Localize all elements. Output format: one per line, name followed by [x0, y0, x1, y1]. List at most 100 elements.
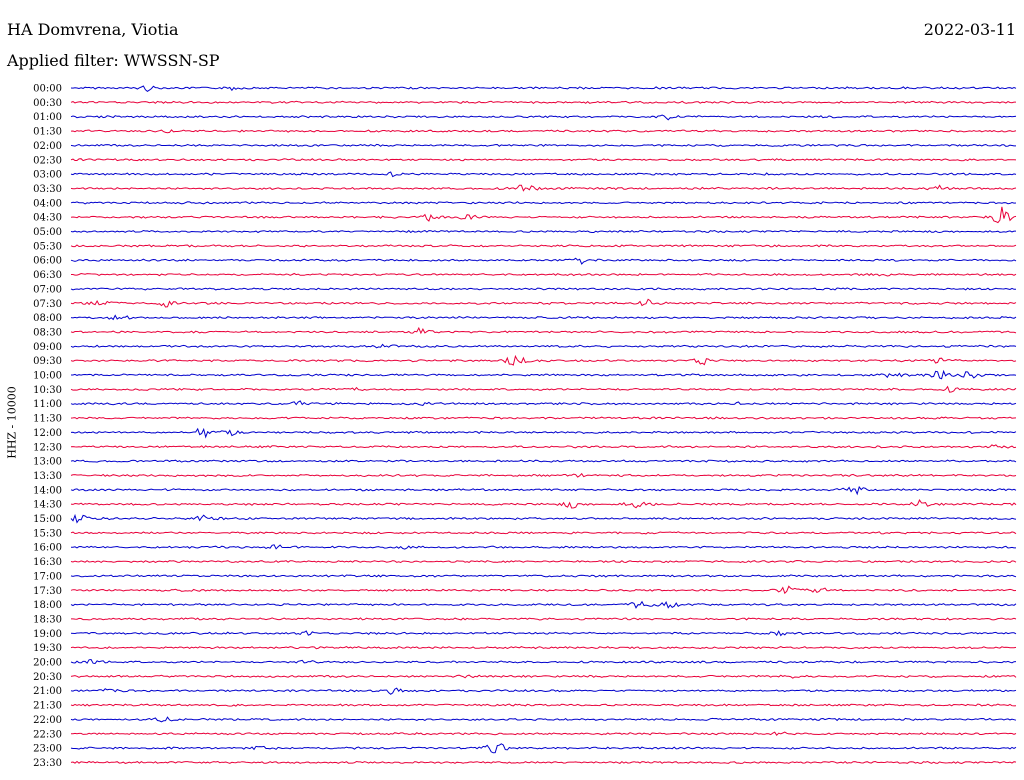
- row-tick-label: 17:00: [33, 571, 62, 582]
- trace-line: [70, 585, 1017, 595]
- trace-line: [70, 444, 1017, 449]
- row-tick-label: 08:30: [33, 327, 62, 338]
- row-tick-label: 15:00: [33, 514, 62, 525]
- trace-line: [70, 687, 1017, 695]
- trace-line: [70, 244, 1017, 248]
- trace-line: [70, 743, 1017, 754]
- trace-line: [70, 229, 1016, 234]
- trace-line: [70, 85, 1017, 93]
- row-tick-label: 23:30: [33, 758, 62, 769]
- row-tick-label: 11:30: [33, 414, 62, 425]
- row-tick-label: 10:00: [33, 371, 62, 382]
- row-tick-label: 07:00: [33, 284, 62, 295]
- row-tick-label: 02:00: [33, 141, 62, 152]
- trace-line: [70, 206, 1017, 224]
- trace-line: [70, 646, 1017, 650]
- trace-line: [70, 574, 1017, 578]
- row-tick-label: 14:30: [33, 500, 62, 511]
- row-tick-label: 04:00: [33, 198, 62, 209]
- trace-line: [70, 472, 1017, 478]
- filter-label: Applied filter: WWSSN-SP: [7, 51, 220, 70]
- trace-line: [70, 129, 1017, 134]
- row-tick-label: 09:00: [33, 342, 62, 353]
- row-tick-label: 00:30: [33, 98, 62, 109]
- row-tick-label: 08:00: [33, 313, 62, 324]
- row-tick-label: 06:00: [33, 256, 62, 267]
- row-tick-label: 15:30: [33, 528, 62, 539]
- row-tick-label: 19:30: [33, 643, 62, 654]
- row-tick-label: 02:30: [33, 155, 62, 166]
- trace-line: [70, 630, 1017, 637]
- trace-line: [70, 600, 1017, 609]
- row-tick-label: 18:30: [33, 614, 62, 625]
- trace-line: [70, 716, 1017, 723]
- trace-line: [70, 498, 1017, 509]
- trace-line: [71, 731, 1017, 736]
- trace-line: [71, 544, 1016, 550]
- row-tick-label: 17:30: [33, 586, 62, 597]
- trace-line: [70, 459, 1017, 463]
- trace-line: [70, 485, 1017, 496]
- row-tick-label: 06:30: [33, 270, 62, 281]
- row-tick-label: 21:30: [33, 701, 62, 712]
- date-label: 2022-03-11: [923, 20, 1016, 39]
- row-tick-label: 01:30: [33, 127, 62, 138]
- trace-line: [70, 416, 1017, 420]
- row-tick-label: 20:00: [33, 658, 62, 669]
- row-tick-label: 03:00: [33, 170, 62, 181]
- trace-line: [70, 760, 1017, 765]
- row-tick-label: 05:00: [33, 227, 62, 238]
- trace-line: [70, 100, 1016, 105]
- row-tick-label: 13:30: [33, 471, 62, 482]
- row-tick-label: 21:00: [33, 686, 62, 697]
- row-tick-label: 10:30: [33, 385, 62, 396]
- trace-line: [70, 400, 1017, 406]
- station-title: HA Domvrena, Viotia: [7, 20, 179, 39]
- row-tick-label: 00:00: [33, 84, 62, 95]
- trace-line: [70, 354, 1017, 366]
- trace-line: [70, 674, 1017, 679]
- trace-line: [71, 272, 1017, 277]
- trace-line: [71, 617, 1017, 621]
- row-tick-label: 03:30: [33, 184, 62, 195]
- trace-line: [70, 531, 1017, 535]
- trace-line: [71, 369, 1017, 380]
- row-tick-label: 04:30: [33, 213, 62, 224]
- trace-line: [70, 287, 1016, 291]
- trace-line: [70, 314, 1017, 321]
- row-tick-label: 07:30: [33, 299, 62, 310]
- trace-line: [70, 559, 1017, 564]
- trace-line: [70, 143, 1016, 148]
- trace-line: [70, 385, 1017, 393]
- trace-line: [70, 427, 1017, 439]
- trace-line: [70, 114, 1017, 121]
- trace-line: [70, 158, 1017, 162]
- trace-line: [70, 171, 1017, 178]
- trace-line: [70, 184, 1017, 192]
- trace-line: [70, 298, 1017, 308]
- trace-line: [70, 201, 1017, 205]
- trace-line: [70, 703, 1017, 707]
- row-tick-label: 19:00: [33, 629, 62, 640]
- trace-line: [70, 326, 1017, 335]
- row-tick-label: 20:30: [33, 672, 62, 683]
- row-tick-label: 22:00: [33, 715, 62, 726]
- row-tick-label: 11:00: [33, 399, 62, 410]
- row-tick-label: 16:30: [33, 557, 62, 568]
- row-tick-label: 01:00: [33, 112, 62, 123]
- row-tick-label: 12:00: [33, 428, 62, 439]
- row-tick-label: 05:30: [33, 241, 62, 252]
- trace-line: [70, 257, 1017, 265]
- row-tick-label: 14:00: [33, 485, 62, 496]
- row-tick-label: 12:30: [33, 442, 62, 453]
- row-tick-label: 18:00: [33, 600, 62, 611]
- row-tick-label: 16:00: [33, 543, 62, 554]
- row-tick-label: 09:30: [33, 356, 62, 367]
- row-tick-label: 23:00: [33, 744, 62, 755]
- trace-line: [70, 513, 1017, 524]
- trace-line: [70, 343, 1017, 349]
- row-tick-label: 13:00: [33, 457, 62, 468]
- row-tick-label: 22:30: [33, 729, 62, 740]
- trace-line: [70, 658, 1017, 665]
